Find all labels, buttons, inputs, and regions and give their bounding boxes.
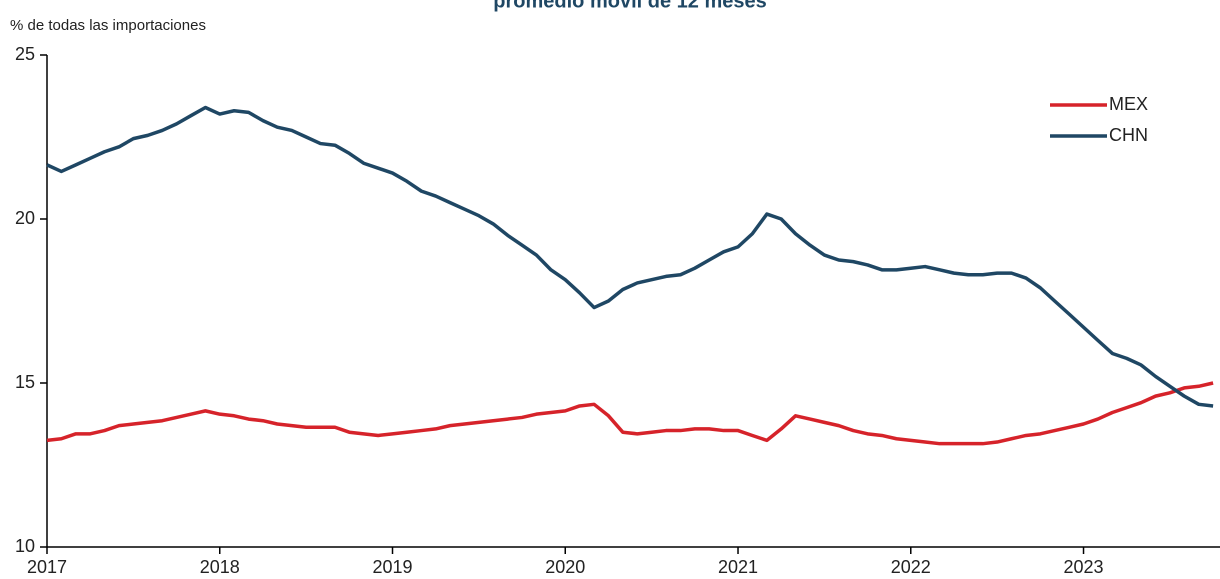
legend-label: CHN — [1109, 125, 1148, 145]
x-tick-label: 2017 — [27, 557, 67, 577]
x-tick-label: 2022 — [891, 557, 931, 577]
x-tick-label: 2018 — [200, 557, 240, 577]
line-series — [46, 105, 1214, 408]
x-tick-label: 2020 — [545, 557, 585, 577]
x-tick-label: 2019 — [372, 557, 412, 577]
y-axis-label: % de todas las importaciones — [10, 17, 206, 34]
legend-label: MEX — [1109, 94, 1148, 114]
line-series — [46, 381, 1214, 446]
x-tick-label: 2021 — [718, 557, 758, 577]
y-tick-label: 15 — [15, 372, 35, 392]
x-tick-label: 2023 — [1064, 557, 1104, 577]
y-tick-label: 20 — [15, 208, 35, 228]
y-tick-label: 25 — [15, 44, 35, 64]
chart-title: promedio móvil de 12 meses — [493, 0, 766, 12]
y-tick-label: 10 — [15, 536, 35, 556]
